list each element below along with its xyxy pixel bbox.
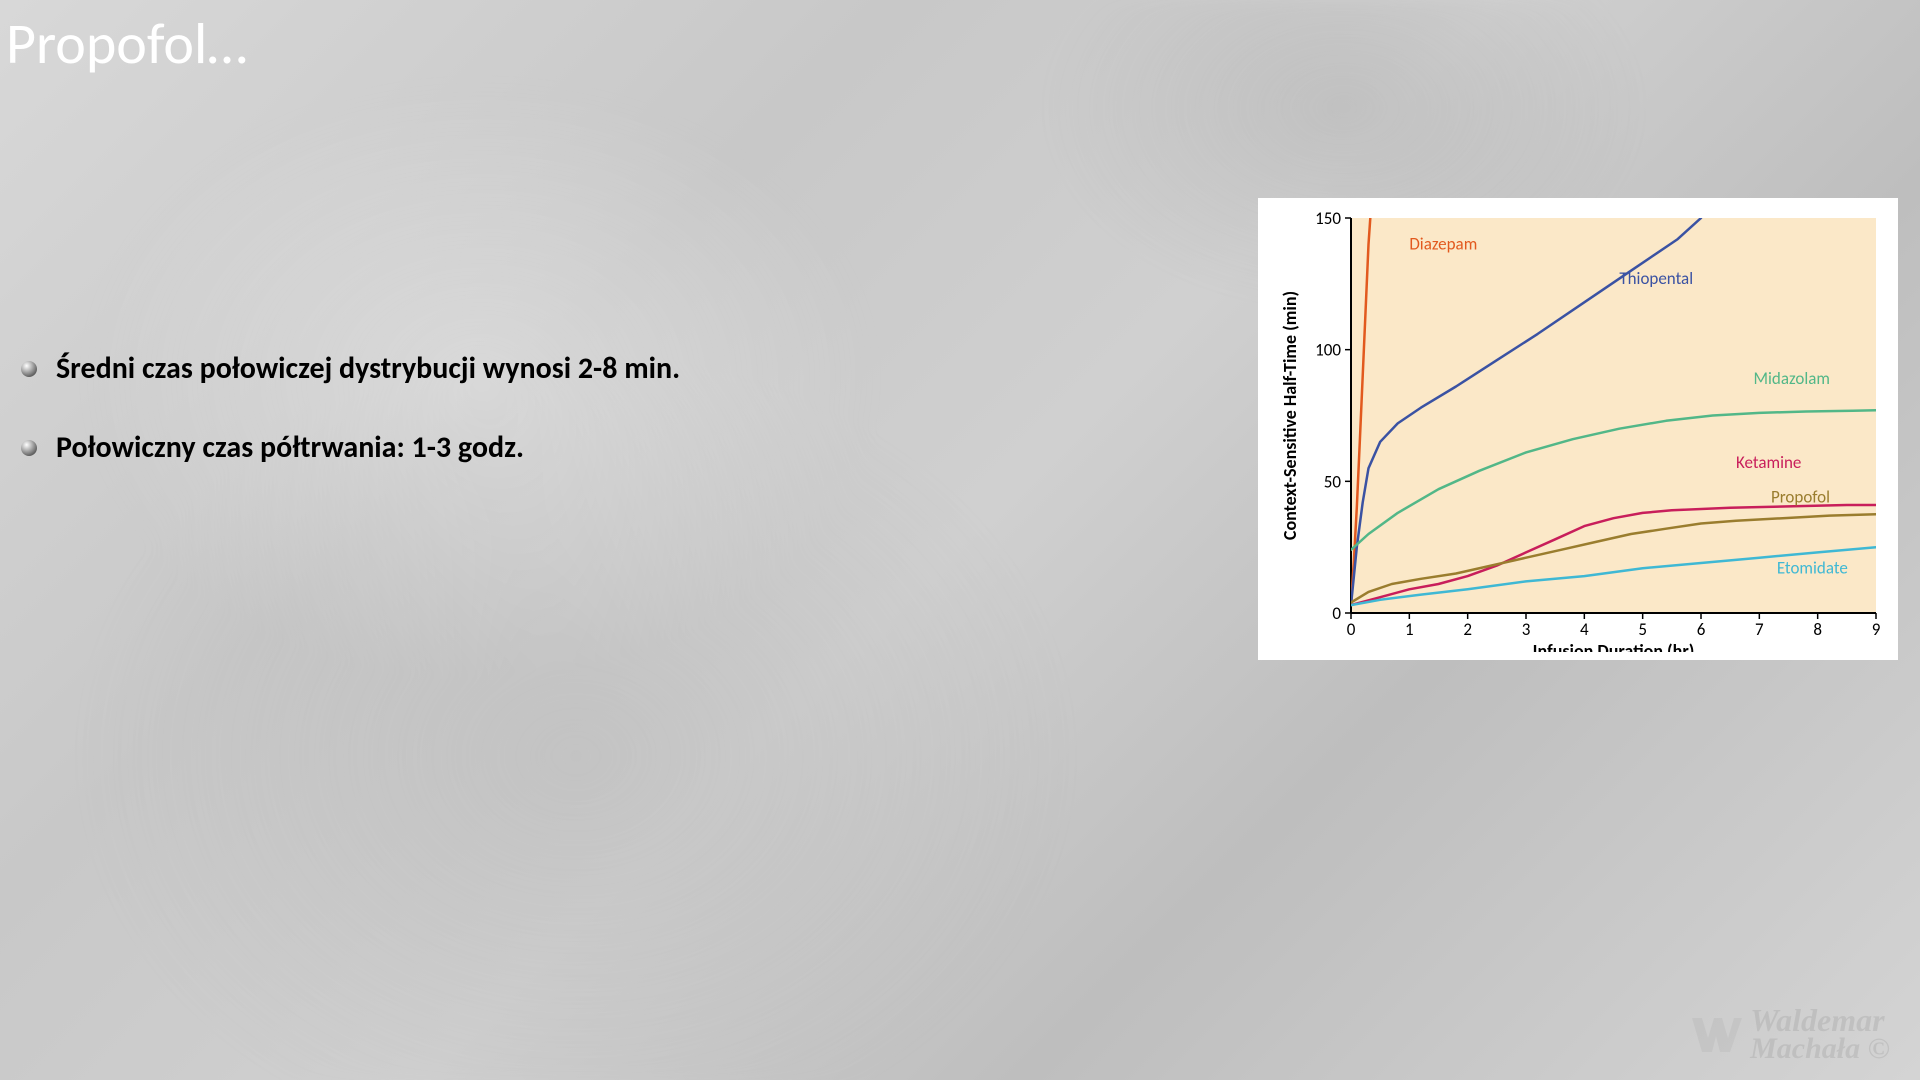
- watermark-text: Waldemar Machała ©: [1750, 1006, 1890, 1062]
- slide-title: Propofol…: [6, 8, 247, 79]
- bullet-text: Połowiczny czas półtrwania: 1-3 godz.: [56, 429, 524, 466]
- svg-text:8: 8: [1813, 619, 1822, 640]
- svg-text:Ketamine: Ketamine: [1736, 452, 1801, 473]
- svg-text:Etomidate: Etomidate: [1777, 558, 1848, 579]
- svg-text:0: 0: [1347, 619, 1356, 640]
- bullet-list: Średni czas połowiczej dystrybucji wynos…: [20, 350, 780, 508]
- bullet-item: Średni czas połowiczej dystrybucji wynos…: [20, 350, 780, 387]
- bullet-item: Połowiczny czas półtrwania: 1-3 godz.: [20, 429, 780, 466]
- watermark-logo-icon: [1688, 1008, 1744, 1060]
- svg-text:Midazolam: Midazolam: [1754, 368, 1830, 389]
- svg-text:6: 6: [1697, 619, 1706, 640]
- svg-text:9: 9: [1872, 619, 1881, 640]
- svg-text:2: 2: [1463, 619, 1472, 640]
- watermark-line2: Machała ©: [1750, 1035, 1890, 1062]
- svg-text:5: 5: [1638, 619, 1647, 640]
- half-time-chart: 0 50 100 150 0 1 2 3 4 5 6 7 8 9 Infusion Duration (hr…: [1258, 198, 1898, 660]
- svg-text:0: 0: [1332, 603, 1341, 624]
- svg-text:3: 3: [1522, 619, 1531, 640]
- svg-text:Infusion Duration (hr): Infusion Duration (hr): [1533, 640, 1695, 652]
- svg-text:1: 1: [1405, 619, 1414, 640]
- svg-text:Propofol: Propofol: [1771, 486, 1830, 507]
- watermark: Waldemar Machała ©: [1688, 1006, 1890, 1062]
- bullet-sphere-icon: [20, 360, 38, 378]
- svg-text:Thiopental: Thiopental: [1619, 268, 1693, 289]
- svg-text:50: 50: [1324, 471, 1342, 492]
- svg-text:150: 150: [1315, 208, 1341, 229]
- svg-text:100: 100: [1315, 340, 1341, 361]
- watermark-line1: Waldemar: [1750, 1006, 1890, 1035]
- svg-text:Diazepam: Diazepam: [1409, 234, 1477, 255]
- svg-text:Context-Sensitive Half-Time (m: Context-Sensitive Half-Time (min): [1279, 291, 1301, 540]
- svg-text:7: 7: [1755, 619, 1764, 640]
- svg-text:4: 4: [1580, 619, 1589, 640]
- chart-svg: 0 50 100 150 0 1 2 3 4 5 6 7 8 9 Infusion Duration (hr…: [1266, 206, 1890, 652]
- bullet-text: Średni czas połowiczej dystrybucji wynos…: [56, 350, 680, 387]
- bullet-sphere-icon: [20, 439, 38, 457]
